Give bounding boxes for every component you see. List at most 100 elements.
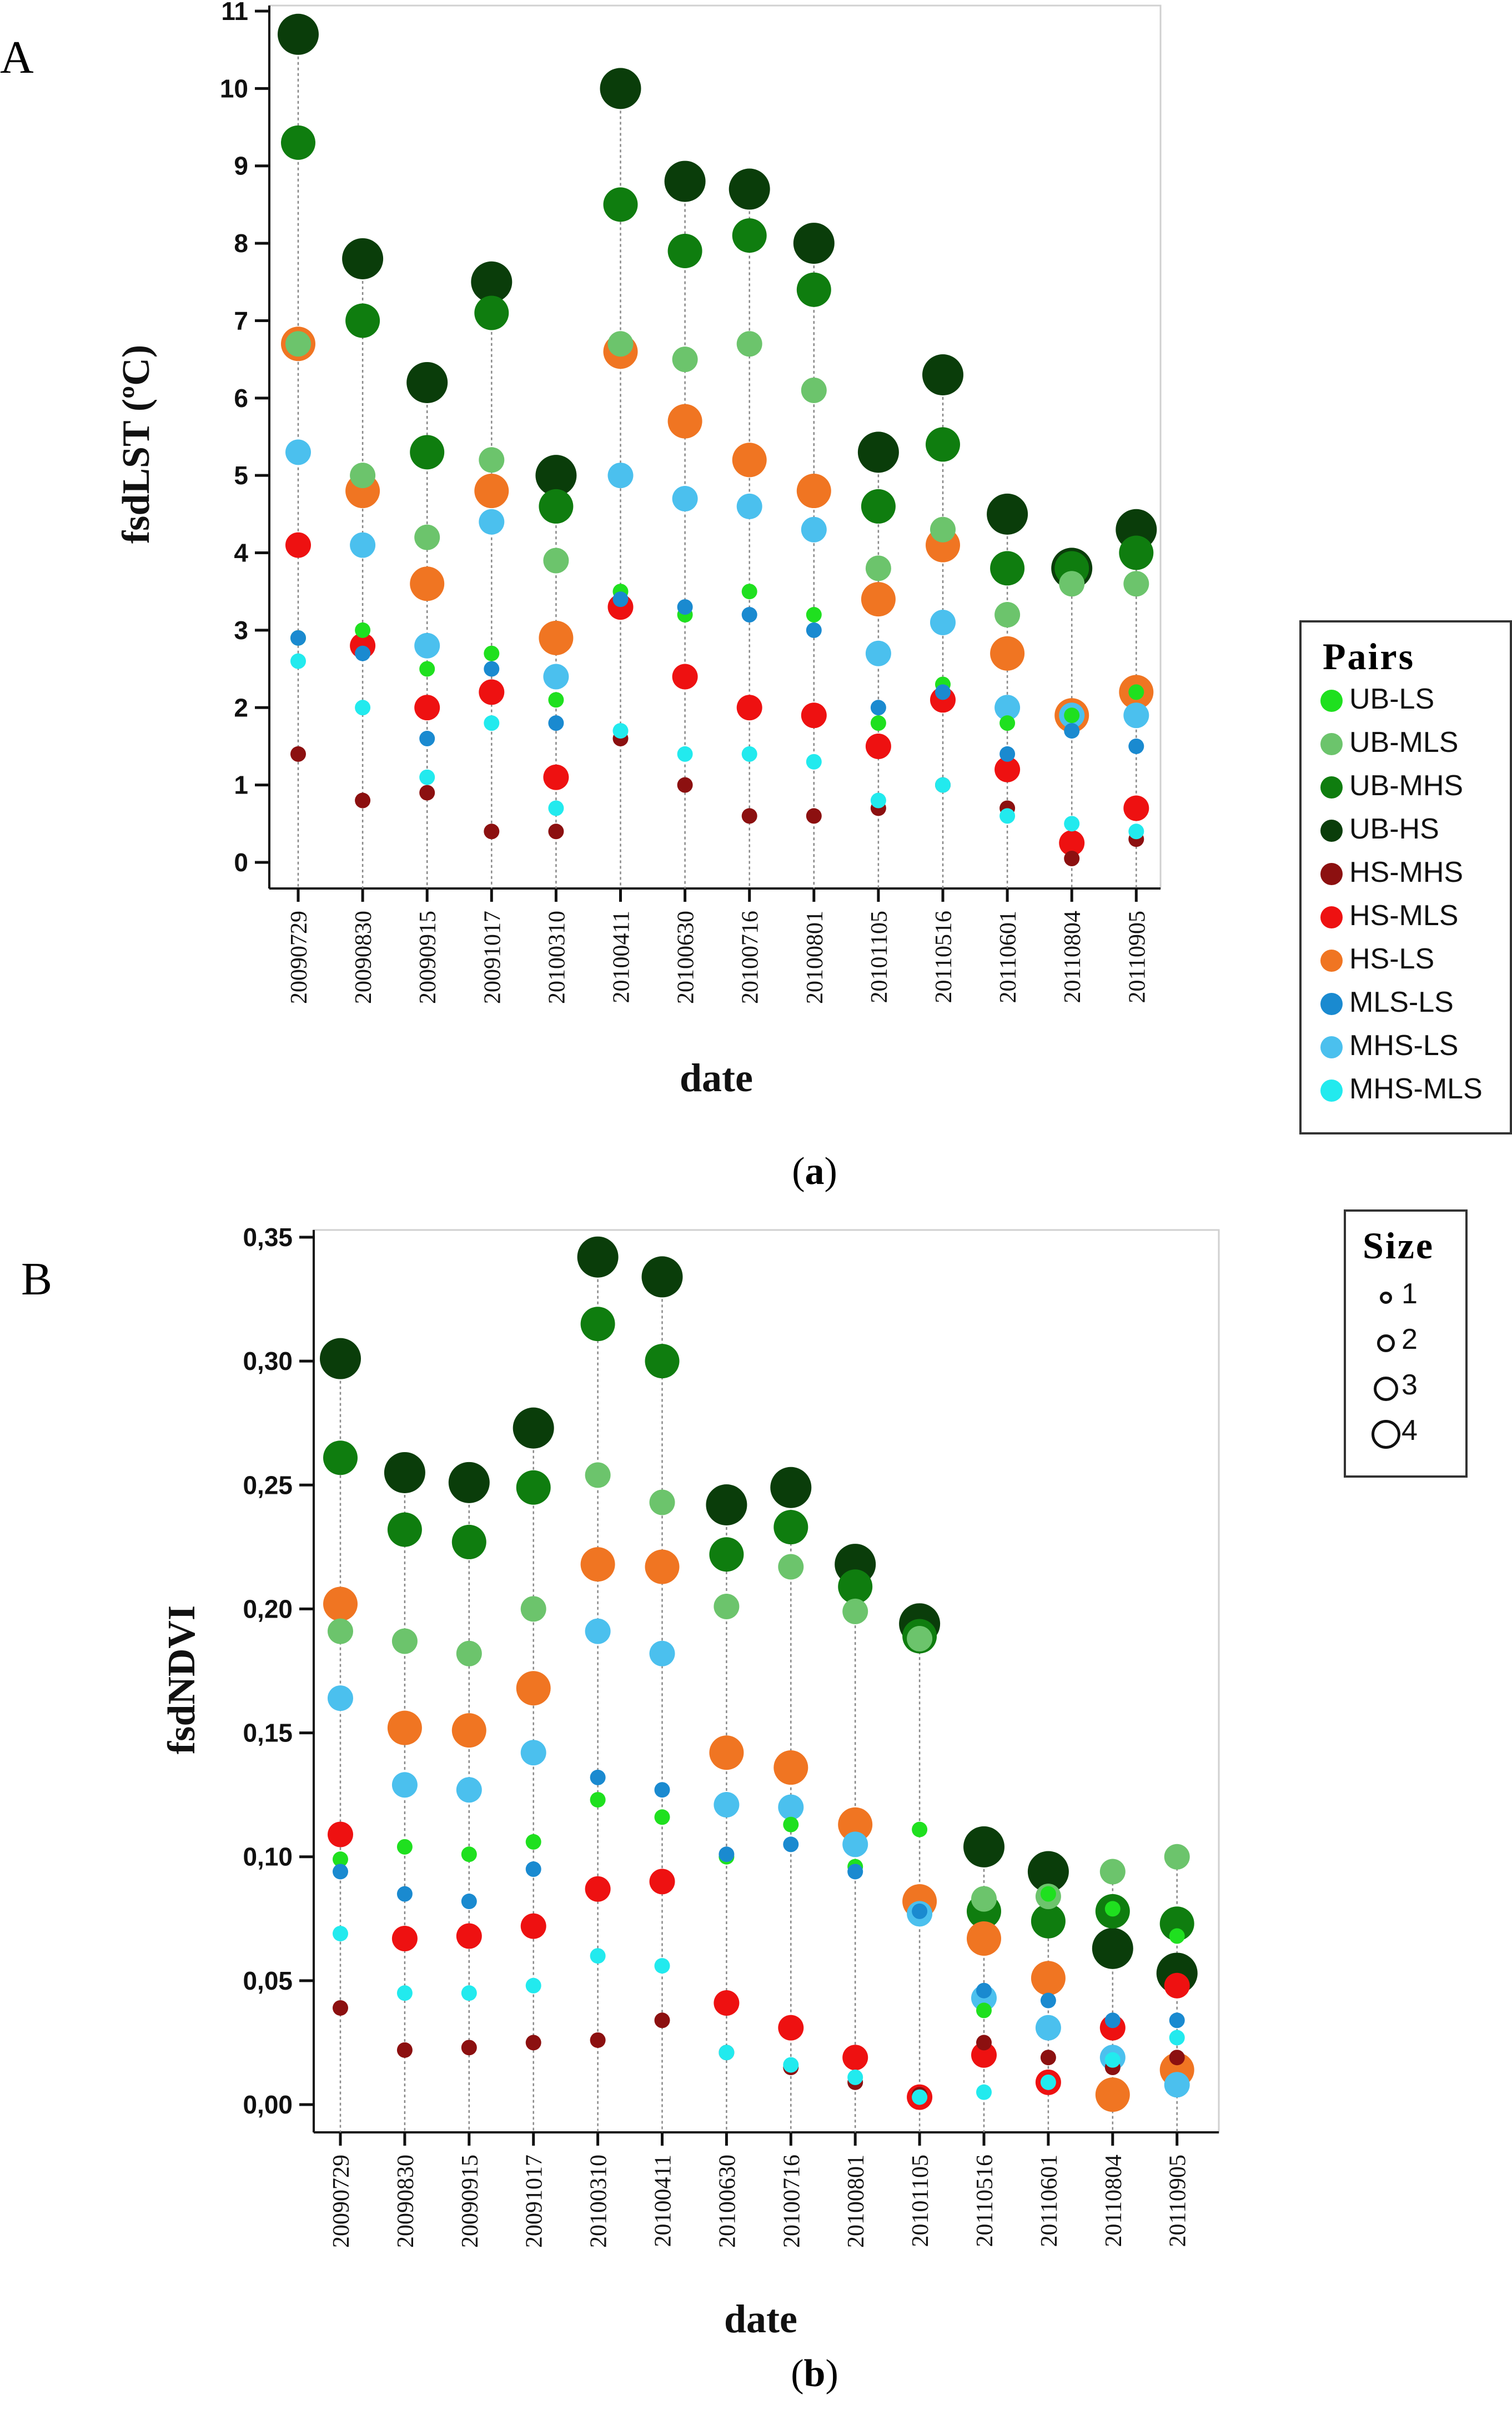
chart-a-point-ub-hs	[987, 493, 1028, 535]
chart-b-point-ub-mhs	[773, 1510, 808, 1545]
panel-label-a: A	[0, 32, 34, 83]
chart-a-point-ub-ls	[741, 584, 757, 600]
chart-b-point-hs-ls	[967, 1921, 1001, 1956]
caption-a: (a)	[792, 1150, 837, 1193]
chart-a-point-ub-mhs	[345, 303, 380, 338]
chart-b-point-mls-ls	[590, 1769, 606, 1785]
chart-b-point-hs-ls	[1095, 2077, 1130, 2112]
chart-b-point-hs-mls	[585, 1876, 611, 1902]
chart-a-point-mhs-mls	[999, 808, 1016, 824]
legend-item-ub-mls: UB-MLS	[1320, 726, 1458, 759]
chart-b-point-mhs-ls	[1035, 2015, 1061, 2041]
chart-b-point-ub-mhs	[516, 1470, 551, 1505]
chart-b-point-ub-ls	[1040, 1886, 1056, 1902]
chart-b-point-ub-mls	[649, 1489, 675, 1515]
chart-b-point-ub-ls	[590, 1792, 606, 1808]
chart-b-x-axis-title: date	[724, 2297, 797, 2341]
chart-b-x-tick-label: 20101105	[908, 2155, 933, 2247]
chart-b-point-hs-mls	[328, 1821, 353, 1847]
chart-b-point-hs-ls	[516, 1671, 551, 1706]
chart-b-point-mhs-mls	[1169, 2030, 1185, 2046]
chart-b-point-hs-ls	[580, 1547, 615, 1582]
chart-a-point-ub-mls	[479, 447, 505, 473]
chart-a-point-hs-mhs	[677, 777, 693, 793]
chart-b-point-hs-mls	[971, 2042, 997, 2068]
chart-b-point-hs-mls	[649, 1869, 675, 1895]
chart-b-point-ub-mls	[971, 1886, 997, 1912]
legend-item-ub-mhs: UB-MHS	[1320, 769, 1463, 802]
chart-a-point-mhs-mls	[612, 723, 629, 739]
legend-label: UB-HS	[1349, 813, 1439, 845]
legend-swatch	[1320, 733, 1343, 756]
chart-a-point-mls-ls	[935, 684, 951, 700]
chart-a-y-tick-label: 5	[234, 461, 248, 490]
chart-a-y-tick-label: 4	[234, 539, 248, 568]
legend-label: UB-LS	[1349, 683, 1435, 715]
chart-a-x-tick-label: 20090729	[287, 911, 312, 1004]
chart-a-point-mhs-ls	[994, 695, 1021, 721]
chart-a-point-hs-mhs	[419, 785, 435, 801]
chart-a-point-hs-mhs	[355, 792, 371, 809]
chart-b-x-tick-label: 20110804	[1101, 2155, 1127, 2247]
chart-b-point-hs-mls	[520, 1913, 546, 1939]
chart-a-point-ub-hs	[535, 455, 577, 496]
legend-item-mhs-mls: MHS-MLS	[1320, 1072, 1483, 1106]
chart-b-point-mls-ls	[719, 1846, 735, 1862]
chart-a-point-ub-hs	[922, 354, 963, 396]
chart-b-x-tick-label: 20100310	[586, 2155, 612, 2248]
chart-b-point-ub-mhs	[1031, 1904, 1066, 1939]
legend-label: MLS-LS	[1349, 986, 1454, 1018]
chart-a-point-mhs-ls	[607, 463, 634, 489]
chart-b-y-axis-title: fsdNDVI	[160, 1605, 203, 1754]
chart-a-point-hs-mls	[285, 532, 311, 558]
chart-a-y-axis-title: fsdLST (ºC)	[115, 345, 158, 544]
chart-b-point-hs-ls	[451, 1713, 486, 1748]
caption-a-text: a	[805, 1150, 825, 1193]
chart-b-point-ub-mhs	[709, 1537, 744, 1572]
size-label: 3	[1402, 1369, 1418, 1401]
chart-b-plot-frame	[313, 1229, 1220, 2133]
legend-swatch	[1320, 1080, 1343, 1102]
chart-a-point-mhs-mls	[870, 792, 886, 809]
chart-b-point-mhs-mls	[976, 2084, 992, 2100]
chart-a-point-hs-mhs	[484, 824, 500, 840]
chart-b-point-hs-ls	[387, 1710, 422, 1745]
legend-swatch	[1320, 906, 1343, 929]
chart-a-point-ub-mls	[736, 331, 762, 357]
chart-a-point-ub-mls	[414, 524, 440, 550]
chart-b-x-tick-label: 20100801	[843, 2155, 869, 2248]
chart-b-point-ub-mhs	[323, 1440, 358, 1475]
chart-b-point-mhs-mls	[525, 1977, 541, 1994]
chart-b-point-mls-ls	[783, 1836, 799, 1852]
chart-b-point-mls-ls	[396, 1886, 413, 1902]
chart-a-point-mhs-ls	[479, 509, 505, 535]
chart-a-y-tick-label: 1	[234, 771, 248, 800]
chart-b-point-hs-mls	[778, 2015, 804, 2041]
chart-a-y-tick-label: 10	[220, 74, 248, 103]
chart-a-point-hs-ls	[410, 566, 445, 601]
chart-a-point-ub-hs	[664, 160, 706, 202]
chart-a-point-mhs-ls	[672, 485, 698, 511]
chart-a-point-ub-mls	[994, 602, 1021, 628]
chart-b-y-tick-label: 0,15	[243, 1719, 293, 1748]
chart-a-point-mls-ls	[484, 661, 500, 677]
legend-item-ub-hs: UB-HS	[1320, 812, 1439, 846]
chart-b-point-hs-ls	[838, 1807, 873, 1842]
chart-b-point-hs-mhs	[525, 2035, 541, 2051]
chart-a-point-hs-ls	[539, 620, 574, 655]
chart-a-point-hs-mls	[736, 695, 762, 721]
chart-a-point-ub-mhs	[926, 427, 960, 462]
chart-a-x-tick-label: 20090830	[351, 911, 376, 1004]
chart-a-point-ub-ls	[419, 661, 435, 677]
chart-b-point-mhs-ls	[391, 1772, 418, 1798]
chart-b-point-hs-ls	[323, 1586, 358, 1621]
chart-a-y-tick-label: 8	[234, 229, 248, 258]
chart-a-point-ub-mhs	[667, 234, 702, 269]
chart-b-point-ub-ls	[461, 1846, 477, 1862]
chart-a-point-ub-ls	[1064, 707, 1080, 724]
chart-a-point-mhs-mls	[484, 715, 500, 731]
size-ring-icon	[1377, 1334, 1395, 1352]
chart-b-point-ub-mhs	[838, 1569, 873, 1604]
chart-a-point-hs-mhs	[548, 824, 564, 840]
chart-a-point-mhs-ls	[801, 516, 827, 543]
